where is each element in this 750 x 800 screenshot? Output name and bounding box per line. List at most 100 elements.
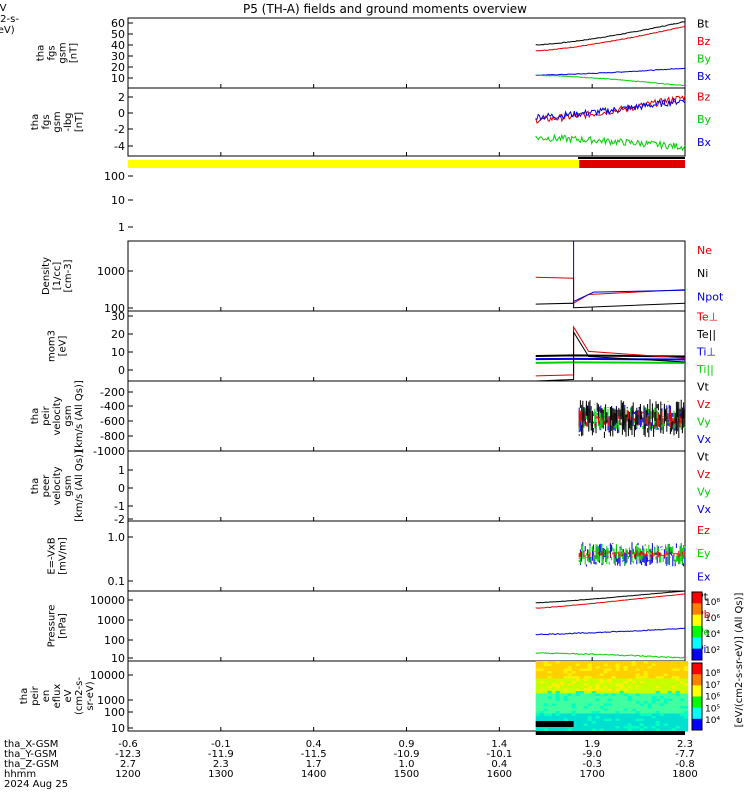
spectro-cell xyxy=(547,706,553,709)
ytick-label: 1000 xyxy=(97,694,125,707)
colorbar-cell xyxy=(692,699,702,702)
spectro-cell xyxy=(647,718,653,722)
spectro-cell xyxy=(615,711,621,714)
spectro-cell xyxy=(667,711,673,714)
spectro-cell xyxy=(543,691,549,694)
spectro-cell xyxy=(595,713,601,717)
spectro-cell xyxy=(611,671,617,674)
colorbar-cell xyxy=(692,632,702,635)
spectro-cell xyxy=(599,673,605,677)
spectro-cell xyxy=(639,726,645,729)
panel-frame xyxy=(127,310,686,382)
spectro-cell xyxy=(639,728,645,732)
spectro-cell xyxy=(563,716,569,719)
ylabel-line: velocity xyxy=(52,396,63,435)
spectro-cell xyxy=(583,681,589,684)
spectro-cell xyxy=(655,698,661,702)
spectro-cell xyxy=(603,698,609,702)
colorbar-cell xyxy=(692,668,702,671)
colorbar-tick: 10⁶ xyxy=(705,614,720,624)
spectro-cell xyxy=(635,688,641,692)
spectro-cell xyxy=(603,671,609,674)
spectro-cell xyxy=(583,666,589,669)
spectro-cell xyxy=(567,691,573,694)
colorbar-cell xyxy=(692,605,702,608)
ytick-label: 10000 xyxy=(90,669,125,682)
spectro-cell xyxy=(611,678,617,682)
ylabel-line: sr-eV) xyxy=(0,25,15,36)
colorbar-cell xyxy=(692,655,702,658)
spectro-cell xyxy=(599,666,605,669)
spectro-cell xyxy=(643,718,649,722)
spectro-cell xyxy=(575,678,581,682)
spectro-cell xyxy=(675,678,681,682)
date-label: 2024 Aug 25 xyxy=(4,779,68,790)
spectro-cell xyxy=(611,686,617,689)
spectro-cell xyxy=(543,711,549,714)
spectro-cell xyxy=(667,668,673,672)
spectro-cell xyxy=(591,691,597,694)
colorbar-cell xyxy=(692,606,702,609)
spectro-cell xyxy=(647,728,653,732)
spectro-top xyxy=(535,731,685,735)
colorbar-cell xyxy=(692,706,702,709)
colorbar-cell xyxy=(692,630,702,633)
spectro-cell xyxy=(683,726,689,729)
spectro-cell xyxy=(615,696,621,699)
spectro-cell xyxy=(655,726,661,729)
spectro-cell xyxy=(535,666,541,669)
spectro-cell xyxy=(535,661,541,664)
spectro-cell xyxy=(639,721,645,724)
spectro-cell xyxy=(615,668,621,672)
spectro-cell xyxy=(603,683,609,687)
spectro-cell xyxy=(583,688,589,692)
spectro-cell xyxy=(551,683,557,687)
panel-frame xyxy=(127,380,686,452)
spectro-cell xyxy=(571,713,577,717)
spectro-cell xyxy=(603,716,609,719)
spectro-cell xyxy=(547,688,553,692)
panel-fgs_gsm_dt: 2 0 -2 -4 thafgsgsm-lbg[nT] Bz By Bx xyxy=(30,87,712,157)
spectro-cell xyxy=(675,668,681,672)
spectro-cell xyxy=(579,701,585,704)
panel-efield: 1 0 -1-2 E=-VxB[mV/m] Ez Ey Ex xyxy=(47,464,711,592)
ylabel-line: [nT] xyxy=(74,112,85,132)
colorbar-cell xyxy=(692,613,702,616)
spectro-cell xyxy=(675,713,681,717)
spectro-cell xyxy=(655,678,661,682)
spectro-cell xyxy=(607,713,613,717)
spectro-cell xyxy=(567,686,573,689)
spectro-cell xyxy=(571,701,577,704)
spectro-cell xyxy=(595,698,601,702)
spectro-cell xyxy=(615,693,621,697)
spectro-cell xyxy=(635,681,641,684)
spectro-cell xyxy=(623,676,629,679)
series-Bz xyxy=(535,95,686,124)
spectro-cell xyxy=(655,693,661,697)
spectro-cell xyxy=(639,661,645,664)
spectro-cell xyxy=(551,678,557,682)
spectro-cell xyxy=(683,713,689,717)
spectro-cell xyxy=(547,686,553,689)
spectro-cell xyxy=(627,688,633,692)
spectro-cell xyxy=(679,666,685,669)
ytick-label: 1000 xyxy=(97,265,125,278)
spectro-cell xyxy=(683,681,689,684)
spectro-cell xyxy=(587,663,593,667)
spectro-cell xyxy=(551,681,557,684)
ytick-label: 0 xyxy=(118,107,125,120)
spectro-cell xyxy=(667,681,673,684)
spectro-cell xyxy=(547,666,553,669)
spectro-cell xyxy=(583,693,589,697)
spectro-cell xyxy=(623,718,629,722)
series-Bz xyxy=(535,25,686,52)
ylabel-line: sr-eV) xyxy=(85,681,96,710)
ylabel-line: fgs xyxy=(47,45,58,60)
colorbar-cell xyxy=(692,700,702,703)
spectro-cell xyxy=(563,661,569,664)
spectro-cell xyxy=(671,696,677,699)
spectro-cell xyxy=(623,666,629,669)
spectro-cell xyxy=(579,718,585,722)
